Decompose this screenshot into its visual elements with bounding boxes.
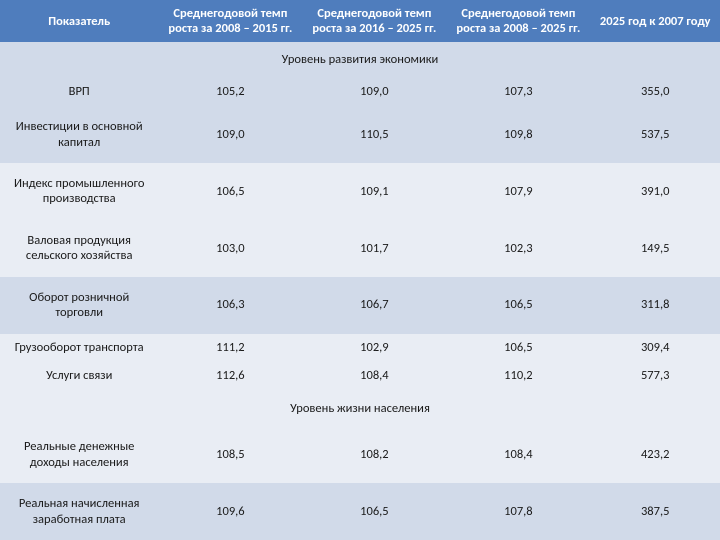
cell-value: 106,5 [302,483,446,540]
table-row: Грузооборот транспорта 111,2 102,9 106,5… [0,334,720,362]
header-rate-08-15: Среднегодовой темп роста за 2008 – 2015 … [158,0,302,42]
table-row: ВРП 105,2 109,0 107,3 355,0 [0,78,720,106]
cell-value: 108,4 [446,426,590,483]
row-label: Реальные денежные доходы населения [0,426,158,483]
cell-value: 109,8 [446,106,590,163]
table-row: Индекс промышленного производства 106,5 … [0,163,720,220]
cell-value: 101,7 [302,220,446,277]
row-label: Оборот розничной торговли [0,277,158,334]
section-label: Уровень развития экономики [0,42,720,78]
cell-value: 309,4 [590,334,720,362]
table-row: Реальные денежные доходы населения 108,5… [0,426,720,483]
cell-value: 108,5 [158,426,302,483]
cell-value: 110,2 [446,362,590,390]
header-2025-to-2007: 2025 год к 2007 году [590,0,720,42]
cell-value: 577,3 [590,362,720,390]
row-label: Инвестиции в основной капитал [0,106,158,163]
cell-value: 109,0 [158,106,302,163]
cell-value: 109,6 [158,483,302,540]
table-container: Показатель Среднегодовой темп роста за 2… [0,0,720,540]
cell-value: 102,9 [302,334,446,362]
cell-value: 111,2 [158,334,302,362]
cell-value: 105,2 [158,78,302,106]
table-row: Валовая продукция сельского хозяйства 10… [0,220,720,277]
cell-value: 106,7 [302,277,446,334]
cell-value: 106,5 [446,334,590,362]
row-label: ВРП [0,78,158,106]
cell-value: 112,6 [158,362,302,390]
cell-value: 311,8 [590,277,720,334]
cell-value: 149,5 [590,220,720,277]
row-label: Реальная начисленная заработная плата [0,483,158,540]
table-header: Показатель Среднегодовой темп роста за 2… [0,0,720,42]
cell-value: 355,0 [590,78,720,106]
header-rate-08-25: Среднегодовой темп роста за 2008 – 2025 … [446,0,590,42]
header-rate-16-25: Среднегодовой темп роста за 2016 – 2025 … [302,0,446,42]
table-row: Инвестиции в основной капитал 109,0 110,… [0,106,720,163]
section-economy: Уровень развития экономики [0,42,720,78]
cell-value: 423,2 [590,426,720,483]
table-row: Услуги связи 112,6 108,4 110,2 577,3 [0,362,720,390]
data-table: Показатель Среднегодовой темп роста за 2… [0,0,720,540]
cell-value: 108,2 [302,426,446,483]
section-living: Уровень жизни населения [0,391,720,427]
cell-value: 537,5 [590,106,720,163]
cell-value: 106,5 [446,277,590,334]
section-label: Уровень жизни населения [0,391,720,427]
cell-value: 106,3 [158,277,302,334]
cell-value: 103,0 [158,220,302,277]
cell-value: 110,5 [302,106,446,163]
cell-value: 109,1 [302,163,446,220]
cell-value: 391,0 [590,163,720,220]
cell-value: 109,0 [302,78,446,106]
cell-value: 107,8 [446,483,590,540]
header-indicator: Показатель [0,0,158,42]
cell-value: 387,5 [590,483,720,540]
row-label: Грузооборот транспорта [0,334,158,362]
cell-value: 108,4 [302,362,446,390]
row-label: Услуги связи [0,362,158,390]
cell-value: 106,5 [158,163,302,220]
cell-value: 107,9 [446,163,590,220]
row-label: Индекс промышленного производства [0,163,158,220]
cell-value: 102,3 [446,220,590,277]
table-row: Реальная начисленная заработная плата 10… [0,483,720,540]
row-label: Валовая продукция сельского хозяйства [0,220,158,277]
table-body: Уровень развития экономики ВРП 105,2 109… [0,42,720,540]
cell-value: 107,3 [446,78,590,106]
table-row: Оборот розничной торговли 106,3 106,7 10… [0,277,720,334]
